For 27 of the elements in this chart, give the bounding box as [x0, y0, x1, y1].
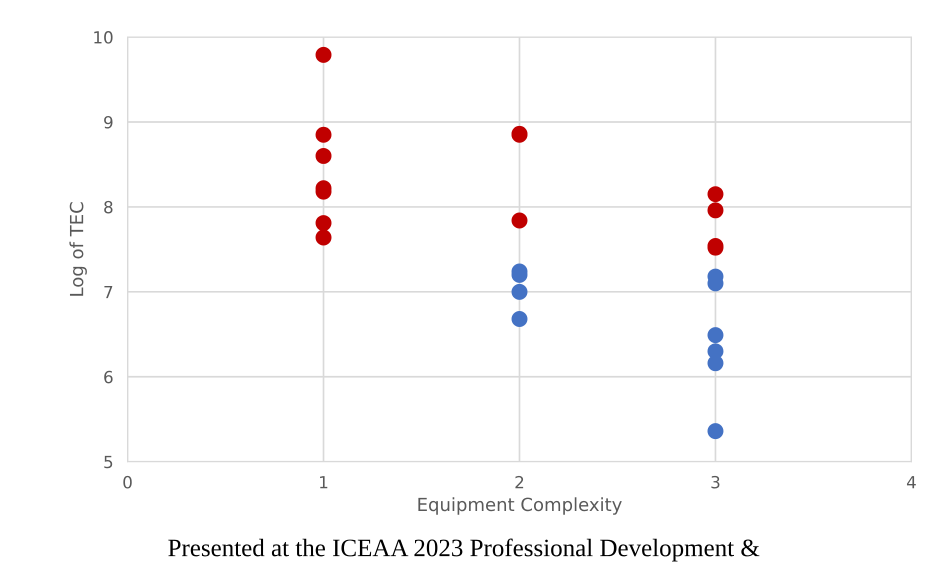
- y-tick-label: 5: [104, 456, 112, 468]
- x-axis-title: Equipment Complexity: [418, 497, 622, 515]
- point: [707, 327, 724, 344]
- y-tick-label: 6: [104, 370, 113, 384]
- y-tick-label: 10: [94, 31, 113, 44]
- x-tick-label: 3: [711, 476, 720, 488]
- point: [512, 212, 528, 228]
- point: [707, 186, 724, 202]
- x-tick-label: 2: [515, 476, 524, 488]
- point: [512, 284, 528, 300]
- point: [316, 230, 332, 246]
- text: Presented at the ICEAA 2023 Professional Development &: [168, 538, 760, 562]
- point: [707, 355, 724, 372]
- point: [707, 202, 724, 218]
- y-tick-label: 9: [104, 116, 112, 129]
- y-axis-title: Log of TEC: [69, 202, 87, 296]
- point: [316, 215, 332, 232]
- point: [316, 126, 332, 143]
- y-tick-label: 7: [104, 286, 112, 298]
- x-tick-label: 4: [906, 476, 916, 488]
- point: [316, 148, 332, 164]
- point: [707, 423, 724, 440]
- y-tick-label: 8: [104, 200, 113, 214]
- x-tick-label: 0: [123, 476, 132, 488]
- point: [316, 46, 332, 63]
- point: [512, 311, 528, 327]
- x-tick-label: 1: [320, 476, 328, 488]
